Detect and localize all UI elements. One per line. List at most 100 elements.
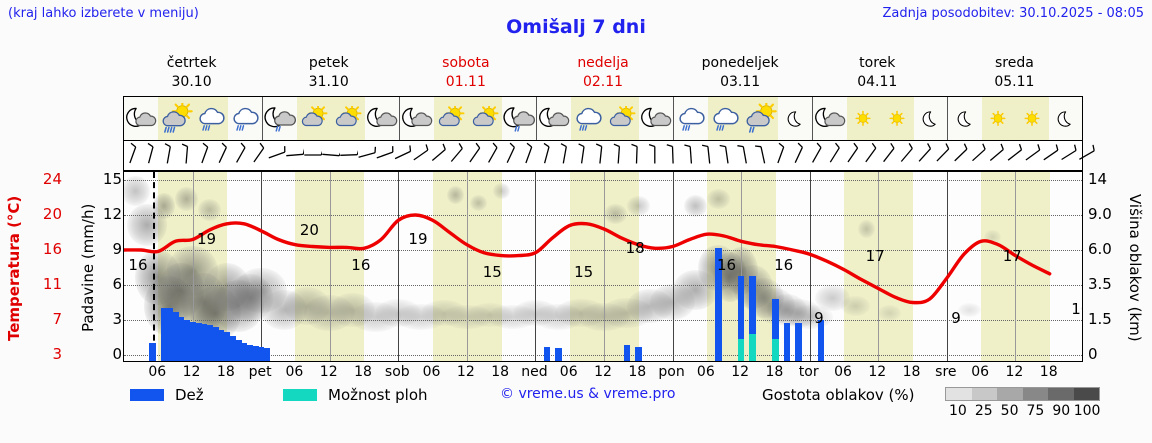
wind-arrow bbox=[502, 141, 520, 170]
cloud-density-ramp-labels: 10 25 50 75 90 100 bbox=[945, 403, 1100, 421]
horizontal-gridline bbox=[124, 320, 1082, 321]
daylight-band bbox=[295, 172, 331, 361]
daylight-band bbox=[329, 172, 365, 361]
time-axis-labels: 06 12 18 pet 06 12 18 sob 06 12 18 ned 06 12 18 pon 06 12… bbox=[123, 364, 1083, 382]
day-name: torek bbox=[859, 55, 896, 71]
cloud-blob bbox=[626, 196, 650, 217]
weather-icon-cloud-rain bbox=[228, 97, 262, 140]
temperature-tick: 16 bbox=[42, 240, 62, 258]
horizontal-gridline bbox=[124, 215, 1082, 216]
weather-icon-night-cloud bbox=[811, 97, 847, 140]
weather-icon-cloud-rain bbox=[571, 97, 605, 140]
cloud-blob bbox=[235, 267, 287, 313]
day-name: četrtek bbox=[166, 55, 217, 71]
day-header-5: torek 04.11 bbox=[809, 54, 946, 94]
day-date: 01.11 bbox=[445, 74, 486, 90]
rain-bar bbox=[555, 348, 562, 361]
copyright-link[interactable]: © vreme.us & vreme.pro bbox=[500, 386, 676, 402]
cloud-blob bbox=[775, 299, 822, 328]
day-date: 04.11 bbox=[857, 74, 898, 90]
weather-icon-moon bbox=[778, 97, 812, 140]
noon-gridline bbox=[192, 172, 194, 361]
time-tick-label: 18 bbox=[491, 364, 510, 380]
cloud-blob bbox=[284, 286, 330, 325]
wind-arrow bbox=[646, 141, 664, 170]
cloud-blob bbox=[486, 305, 539, 330]
temperature-label: 17 bbox=[865, 247, 885, 266]
time-tick-label: sob bbox=[384, 364, 410, 380]
noon-gridline bbox=[741, 172, 743, 361]
wind-arrow bbox=[466, 141, 484, 170]
day-name: ponedeljek bbox=[701, 55, 779, 71]
weather-icon-moon bbox=[947, 97, 982, 140]
cloud-blob bbox=[815, 285, 850, 312]
horizontal-gridline bbox=[124, 355, 1082, 356]
weather-icon-sun-cloud bbox=[605, 97, 639, 140]
cloud-height-tick: 6.0 bbox=[1088, 240, 1112, 258]
precipitation-tick: 15 bbox=[102, 170, 122, 188]
last-update-label: Zadnja posodobitev: 30.10.2025 - 08:05 bbox=[882, 6, 1144, 21]
temperature-label: 19 bbox=[197, 229, 217, 248]
daylight-band bbox=[604, 172, 639, 361]
wind-arrow bbox=[448, 141, 466, 170]
weather-icon-sun bbox=[880, 97, 914, 140]
temperature-label: 15 bbox=[574, 263, 594, 281]
rain-bar bbox=[172, 312, 179, 361]
cloud-density-ramp-step-3 bbox=[1022, 388, 1048, 400]
wind-arrow bbox=[970, 141, 988, 170]
page-title: Omišalj 7 dni bbox=[506, 16, 646, 38]
weather-icon-moon bbox=[1048, 97, 1082, 140]
cloud-blob bbox=[446, 185, 464, 204]
day-header-6: sreda 05.11 bbox=[946, 54, 1083, 94]
day-date: 03.11 bbox=[720, 74, 761, 90]
precipitation-tick: 3 bbox=[112, 310, 122, 328]
weather-icon-sun-cloud bbox=[434, 97, 468, 140]
weather-icon-sun-cloud bbox=[297, 97, 331, 140]
rain-bar bbox=[149, 342, 156, 361]
time-tick-label: 06 bbox=[834, 364, 852, 380]
wind-arrow-strip bbox=[123, 141, 1095, 171]
cloud-blob bbox=[126, 204, 167, 247]
weather-icon-sun bbox=[1015, 97, 1049, 140]
daylight-band bbox=[432, 172, 468, 361]
weather-icon-sun bbox=[981, 97, 1015, 140]
temperature-label: 16 bbox=[774, 256, 794, 274]
cloud-blob bbox=[858, 220, 876, 239]
precipitation-tick: 12 bbox=[102, 205, 122, 223]
time-tick-label: 06 bbox=[559, 364, 578, 380]
noon-gridline bbox=[878, 172, 880, 361]
wind-arrow bbox=[268, 141, 286, 170]
cloud-density-ramp-step-1 bbox=[971, 388, 997, 400]
weather-icon-cloud-rain bbox=[708, 97, 742, 140]
temperature-value-labels: 16 19 20 16 19 15 15 18 16 16 17 9 9 17 10 bbox=[124, 172, 1082, 361]
day-separator bbox=[535, 172, 537, 361]
time-tick-label: 12 bbox=[182, 364, 201, 380]
wind-arrow bbox=[556, 141, 574, 170]
temperature-tick: 24 bbox=[42, 170, 62, 188]
temperature-label: 20 bbox=[299, 221, 319, 239]
rain-bar bbox=[183, 320, 191, 361]
time-tick-label: 12 bbox=[594, 364, 612, 380]
wind-arrow bbox=[412, 141, 430, 170]
cloud-blob bbox=[604, 204, 627, 225]
weather-icon-sun-rain bbox=[158, 97, 194, 140]
wind-arrow bbox=[772, 141, 790, 170]
noon-gridline bbox=[1015, 172, 1017, 361]
cloud-density-ramp-step-0 bbox=[946, 388, 972, 400]
temperature-label: 18 bbox=[625, 238, 645, 257]
cloud-density-tick: 90 bbox=[1052, 403, 1071, 419]
cloud-density-ramp-step-2 bbox=[997, 388, 1023, 400]
cloud-blob bbox=[492, 183, 510, 200]
rain-bar bbox=[817, 320, 825, 361]
time-tick-label: tor bbox=[798, 364, 819, 380]
shower-bar bbox=[772, 339, 779, 361]
wind-arrow bbox=[790, 141, 808, 170]
time-tick-label: pon bbox=[658, 364, 685, 380]
daylight-band bbox=[878, 172, 914, 361]
wind-arrow bbox=[952, 141, 970, 170]
noon-gridline bbox=[329, 172, 331, 361]
location-menu-note: (kraj lahko izberete v meniju) bbox=[8, 6, 199, 21]
rain-bar bbox=[246, 344, 253, 361]
cloud-blob bbox=[878, 305, 902, 322]
wind-arrow bbox=[484, 141, 502, 170]
